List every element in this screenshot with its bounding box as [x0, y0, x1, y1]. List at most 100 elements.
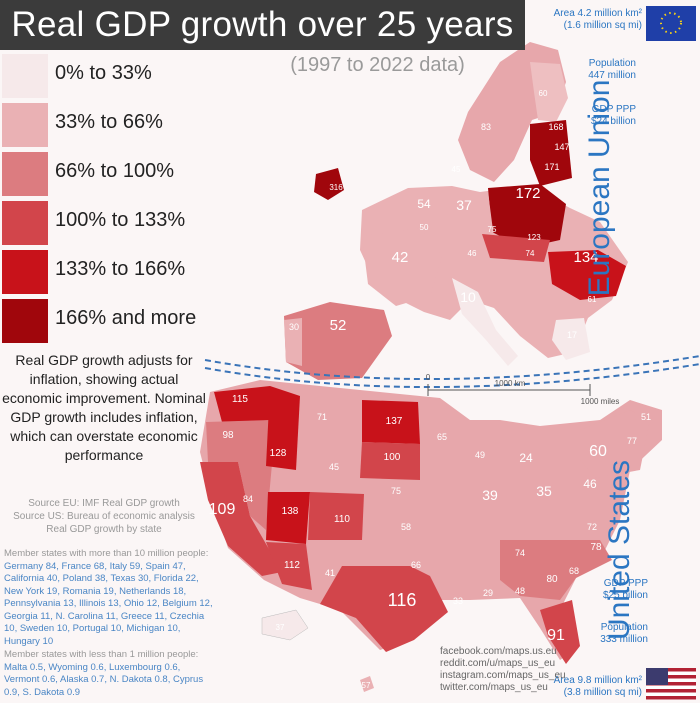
legend-item: 33% to 66%	[0, 103, 205, 147]
map-value-label: 75	[488, 225, 497, 234]
us-gdp-label: GDP PPP	[603, 578, 648, 589]
legend-item: 66% to 100%	[0, 152, 205, 196]
map-value-label: 39	[482, 487, 498, 503]
us-map	[200, 380, 662, 692]
us-value-labels: 109 116 91 60 24 39 35 46 80 78 138 137 115 128 98 84 11…	[209, 394, 651, 690]
big-members-text: Germany 84, France 68, Italy 59, Spain 4…	[4, 560, 213, 647]
legend-swatch	[2, 152, 48, 196]
page-subtitle: (1997 to 2022 data)	[290, 54, 465, 76]
credit-facebook[interactable]: facebook.com/maps.us.eu	[440, 646, 557, 657]
north-dakota-shape	[362, 400, 420, 444]
scale-km-label: 1000 km	[495, 379, 526, 388]
map-value-label: 128	[270, 448, 287, 459]
eu-population-value: 447 million	[588, 70, 636, 81]
map-value-label: 29	[483, 588, 493, 598]
source-line: Source EU: IMF Real GDP growth	[28, 498, 180, 509]
map-value-label: 65	[437, 432, 447, 442]
map-value-label: 61	[588, 295, 597, 304]
map-value-label: 60	[539, 89, 548, 98]
explanation-text: Real GDP growth adjusts for inflation, s…	[2, 352, 206, 463]
legend-label: 33% to 66%	[55, 111, 163, 133]
map-value-label: 35	[536, 483, 552, 499]
map-value-label: 52	[330, 317, 347, 334]
eu-area: Area 4.2 million km²	[553, 8, 642, 19]
legend-swatch	[2, 250, 48, 294]
hawaii-shape	[360, 676, 374, 692]
us-area-info: Area 9.8 million km² (3.8 million sq mi)	[554, 675, 642, 699]
scale-mi-label: 1000 miles	[581, 397, 620, 406]
legend-label: 166% and more	[55, 307, 197, 329]
washington-shape	[214, 386, 276, 422]
utah-shape	[266, 492, 310, 544]
credit-instagram[interactable]: instagram.com/maps_us_eu	[440, 670, 566, 681]
legend-swatch	[2, 201, 48, 245]
eu-flag-icon	[646, 6, 696, 41]
france-shape	[362, 228, 442, 306]
eu-gdp-value: $24 billion	[590, 116, 636, 127]
map-value-label: 72	[587, 522, 597, 532]
credit-twitter[interactable]: twitter.com/maps_us_eu	[440, 682, 548, 693]
idaho-shape	[266, 386, 300, 470]
portugal-shape	[284, 318, 302, 366]
map-value-label: 46	[583, 477, 597, 491]
legend-label: 100% to 133%	[55, 209, 186, 231]
us-population-label: Population	[600, 622, 648, 633]
map-value-label: 147	[554, 142, 569, 152]
page-title: Real GDP growth over 25 years	[0, 0, 525, 50]
us-area: Area 9.8 million km²	[553, 675, 642, 686]
us-flag-icon	[646, 668, 696, 700]
map-value-label: 98	[222, 430, 234, 441]
source-line: Real GDP growth by state	[46, 524, 162, 535]
map-value-label: 46	[468, 249, 477, 258]
eu-map	[284, 42, 628, 380]
map-value-label: 171	[544, 162, 559, 172]
us-area-sub: (3.8 million sq mi)	[563, 687, 642, 698]
map-value-label: 10	[460, 289, 476, 305]
map-value-label: 24	[519, 451, 533, 465]
scale-bar	[427, 384, 591, 396]
oregon-shape	[206, 420, 272, 464]
romania-shape	[548, 250, 626, 300]
map-value-label: 134	[573, 249, 598, 266]
social-credits: facebook.com/maps.us.eu reddit.com/u/map…	[440, 646, 566, 694]
legend-label: 66% to 100%	[55, 160, 174, 182]
czechia-slovakia-shape	[482, 234, 550, 262]
map-value-label: 50	[420, 223, 429, 232]
map-value-label: 123	[527, 233, 541, 242]
credit-reddit[interactable]: reddit.com/u/maps_us_eu	[440, 658, 556, 669]
map-value-label: 37	[276, 623, 285, 632]
map-value-label: 51	[641, 412, 651, 422]
map-value-label: 33	[453, 596, 463, 606]
map-value-label: 112	[284, 560, 300, 571]
italy-shape	[452, 278, 518, 366]
southeast-shape	[500, 540, 612, 600]
northeast-shape	[580, 410, 650, 478]
map-value-label: 45	[452, 165, 461, 174]
map-value-label: 17	[567, 330, 577, 340]
eu-population-label: Population	[588, 58, 636, 69]
small-members-text: Malta 0.5, Wyoming 0.6, Luxembourg 0.6, …	[4, 661, 204, 698]
map-value-label: 109	[209, 501, 236, 518]
map-value-label: 49	[475, 450, 485, 460]
eu-vertical-label: European Union	[583, 79, 616, 297]
california-shape	[200, 462, 282, 576]
iberia-shape	[284, 302, 392, 380]
us-vertical-label: United States	[603, 459, 636, 641]
map-value-label: 100	[384, 452, 401, 463]
us-population-info: Population 333 million	[600, 622, 648, 646]
map-value-label: 66	[411, 560, 421, 570]
legend-item: 133% to 166%	[0, 250, 205, 294]
us-population-value: 333 million	[600, 634, 648, 645]
map-value-label: 45	[329, 462, 339, 472]
map-value-label: 83	[481, 122, 491, 132]
legend-item: 100% to 133%	[0, 201, 205, 245]
map-value-label: 172	[515, 185, 540, 202]
us-gdp-value: $25 billion	[602, 590, 648, 601]
legend-item: 166% and more	[0, 299, 205, 343]
big-members-note: Member states with more than 10 million …	[4, 548, 214, 648]
map-value-label: 77	[627, 436, 637, 446]
map-value-label: 74	[515, 548, 525, 558]
eu-gdp-info: GDP PPP $24 billion	[591, 104, 636, 128]
legend-swatch	[2, 103, 48, 147]
eu-area-info: Area 4.2 million km² (1.6 million sq mi)	[554, 8, 642, 32]
